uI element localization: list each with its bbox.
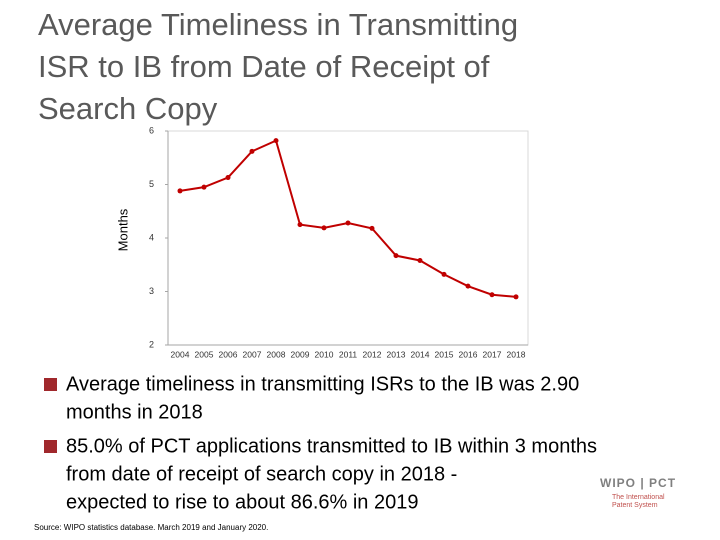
y-tick-label: 3 bbox=[149, 286, 154, 296]
x-tick-label: 2016 bbox=[459, 349, 478, 359]
bullet-text: Average timeliness in transmitting ISRs … bbox=[66, 373, 579, 395]
data-point bbox=[177, 188, 183, 194]
x-tick-label: 2008 bbox=[267, 349, 286, 359]
y-tick-label: 4 bbox=[149, 232, 154, 242]
data-point bbox=[225, 175, 231, 181]
y-axis-label: Months bbox=[115, 208, 130, 251]
data-point bbox=[369, 225, 375, 231]
plot-frame bbox=[167, 130, 529, 346]
x-tick-label: 2009 bbox=[291, 349, 310, 359]
slide-title: Search Copy bbox=[38, 91, 218, 126]
data-point bbox=[513, 294, 519, 300]
x-tick-label: 2007 bbox=[243, 349, 262, 359]
x-tick-label: 2011 bbox=[339, 349, 358, 359]
x-tick-label: 2006 bbox=[219, 349, 238, 359]
x-tick-label: 2017 bbox=[483, 349, 502, 359]
x-tick-label: 2014 bbox=[411, 349, 430, 359]
y-tick-label: 6 bbox=[149, 125, 154, 135]
bullet-marker bbox=[44, 378, 57, 391]
x-tick-label: 2004 bbox=[171, 349, 190, 359]
y-tick-label: 2 bbox=[149, 339, 154, 349]
bullet-text: 85.0% of PCT applications transmitted to… bbox=[66, 435, 597, 457]
data-point bbox=[321, 225, 327, 231]
x-tick-label: 2005 bbox=[195, 349, 214, 359]
data-point bbox=[249, 148, 255, 154]
slide-title: Average Timeliness in Transmitting bbox=[38, 7, 518, 42]
bullet-text: months in 2018 bbox=[66, 401, 203, 423]
y-tick-label: 5 bbox=[149, 179, 154, 189]
data-point bbox=[273, 138, 279, 144]
bullet-text: expected to rise to about 86.6% in 2019 bbox=[66, 491, 418, 513]
logo-title: WIPO | PCT bbox=[600, 476, 676, 490]
data-point bbox=[417, 257, 423, 263]
bullet-marker bbox=[44, 440, 57, 453]
x-tick-label: 2013 bbox=[387, 349, 406, 359]
logo-subtitle: Patent System bbox=[612, 502, 658, 509]
data-point bbox=[201, 184, 207, 190]
logo-subtitle: The International bbox=[612, 494, 665, 501]
data-point bbox=[441, 271, 447, 277]
x-tick-label: 2015 bbox=[435, 349, 454, 359]
data-point bbox=[297, 222, 303, 228]
x-tick-label: 2010 bbox=[315, 349, 334, 359]
data-point bbox=[345, 220, 351, 226]
source-note: Source: WIPO statistics database. March … bbox=[34, 523, 268, 532]
data-point bbox=[489, 292, 495, 298]
data-point bbox=[393, 253, 399, 259]
data-point bbox=[465, 283, 471, 289]
bullet-text: from date of receipt of search copy in 2… bbox=[66, 463, 457, 485]
x-tick-label: 2018 bbox=[507, 349, 526, 359]
x-tick-label: 2012 bbox=[363, 349, 382, 359]
slide-title: ISR to IB from Date of Receipt of bbox=[38, 49, 490, 84]
